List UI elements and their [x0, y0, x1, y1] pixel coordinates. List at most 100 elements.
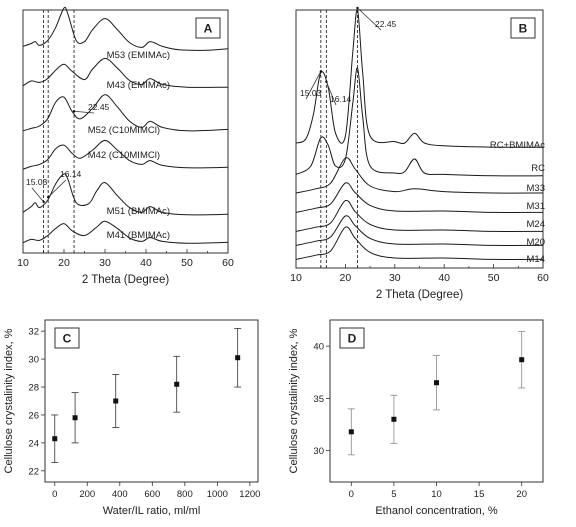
annotation-arrowhead: [42, 200, 45, 204]
x-tick-label: 10: [431, 489, 442, 500]
y-tick-label: 28: [28, 383, 39, 394]
panel-label-box: [510, 17, 536, 39]
x-tick-label: 60: [537, 272, 549, 284]
annotation-arrow: [31, 187, 44, 203]
x-tick-label: 20: [58, 257, 70, 269]
x-tick-label: 30: [389, 272, 401, 284]
annotation-arrowhead: [46, 196, 50, 199]
panel-b-xrd-chart: RC+BMIMAc RC M33 M31 M24 M20 M14 22.45 15.03 16.1…: [290, 6, 549, 301]
series-line-m33: [295, 157, 544, 194]
series-label: M52 (C10MIMCl): [88, 125, 160, 136]
y-tick-label: 22: [28, 466, 39, 477]
panel-label: C: [63, 332, 72, 346]
series-label: RC+BMIMAc: [490, 140, 545, 151]
series-label: M42 (C10MIMCl): [88, 150, 160, 161]
data-point: [235, 355, 241, 361]
series-line-m43-emimac: [22, 57, 229, 88]
x-tick-label: 10: [290, 272, 302, 284]
series-line-m53-emimac: [22, 6, 229, 51]
x-tick-label: 10: [17, 257, 29, 269]
x-tick-label: 40: [438, 272, 450, 284]
series-label: M24: [527, 219, 545, 230]
data-point: [113, 398, 119, 404]
plot-frame: [44, 319, 259, 483]
x-tick-label: 15: [474, 489, 485, 500]
panel-label-box: [54, 327, 80, 349]
annotation-label: 16.14: [60, 169, 82, 179]
panel-a-xrd-chart: M53 (EMIMAc) M43 (EMIMAc) M52 (C10MIMCl) M4…: [17, 6, 234, 286]
x-tick-label: 800: [177, 489, 193, 500]
data-point: [174, 381, 180, 387]
series-line-m24: [295, 199, 544, 232]
annotation-label: 15.03: [300, 88, 322, 98]
annotation-arrowhead: [72, 110, 76, 113]
x-tick-label: 50: [488, 272, 500, 284]
annotation-arrowhead: [325, 80, 328, 83]
series-line-rc-bmimac: [295, 9, 544, 148]
panel-label: A: [204, 22, 213, 36]
data-point: [519, 357, 525, 363]
series-line-m52-c10mimcl: [22, 94, 229, 132]
x-tick-label: 600: [144, 489, 160, 500]
x-tick-label: 0: [349, 489, 354, 500]
data-point: [72, 415, 78, 421]
series-line-m41-bmimac: [22, 220, 229, 244]
x-tick-label: 30: [99, 257, 111, 269]
data-point: [434, 380, 439, 386]
series-line-m14: [295, 226, 544, 260]
data-point: [391, 416, 397, 422]
series-label: M31: [527, 201, 545, 212]
x-axis-label: 2 Theta (Degree): [376, 289, 464, 301]
x-tick-label: 40: [140, 257, 152, 269]
annotation-arrow: [74, 110, 95, 114]
x-axis-label: Ethanol concentration, %: [375, 505, 498, 517]
y-tick-label: 40: [313, 342, 324, 353]
x-tick-label: 200: [79, 489, 95, 500]
panel-label: B: [519, 22, 528, 36]
x-tick-label: 1000: [207, 489, 228, 500]
annotation-arrowhead: [319, 70, 323, 73]
annotation-arrow: [47, 179, 67, 198]
x-axis-label: Water/IL ratio, ml/ml: [103, 505, 201, 517]
annotation-label: 22.45: [375, 19, 397, 29]
panel-label-box: [339, 327, 365, 349]
panel-c-scatter-chart: 0 200 400 600 800 1000 1200 22 24 26 28 30 32 Water/I…: [3, 319, 260, 517]
y-axis-label: Cellulose crystalinity index, %: [288, 328, 300, 473]
series-label: M41 (BMIMAc): [107, 230, 170, 241]
series-line-m20: [295, 215, 544, 246]
series-label: M33: [527, 183, 545, 194]
x-tick-label: 20: [516, 489, 527, 500]
annotation-label: 16.14: [330, 94, 352, 104]
x-tick-label: 20: [340, 272, 352, 284]
annotation-arrowhead: [356, 6, 359, 10]
series-label: M43 (EMIMAc): [107, 80, 170, 91]
x-tick-label: 60: [222, 257, 234, 269]
x-tick-label: 50: [181, 257, 193, 269]
series-line-rc: [295, 67, 544, 177]
y-tick-label: 24: [28, 438, 39, 449]
annotation-label: 22.45: [88, 102, 110, 112]
annotation-arrow: [305, 71, 322, 100]
series-line-m51-bmimac: [22, 173, 229, 216]
y-tick-label: 35: [313, 394, 324, 405]
series-line-m31: [295, 182, 544, 213]
series-label: M14: [527, 254, 545, 265]
annotation-label: 15.03: [26, 177, 48, 187]
series-label: M51 (BMIMAc): [107, 206, 170, 217]
x-tick-label: 400: [112, 489, 128, 500]
data-point: [348, 429, 354, 435]
annotation-arrow: [325, 81, 337, 106]
annotation-arrow: [357, 7, 382, 31]
y-tick-label: 26: [28, 410, 39, 421]
data-point: [52, 436, 58, 442]
y-tick-label: 30: [313, 446, 324, 457]
x-axis-label: 2 Theta (Degree): [82, 274, 170, 286]
x-tick-label: 0: [52, 489, 57, 500]
series-label: M20: [527, 237, 545, 248]
y-tick-label: 32: [28, 327, 39, 338]
series-label: M53 (EMIMAc): [107, 50, 170, 61]
panel-d-scatter-chart: 0 5 10 15 20 30 35 40 Ethanol concentration, % Ce…: [288, 319, 544, 517]
x-tick-label: 5: [391, 489, 396, 500]
panel-label-box: [195, 17, 221, 39]
